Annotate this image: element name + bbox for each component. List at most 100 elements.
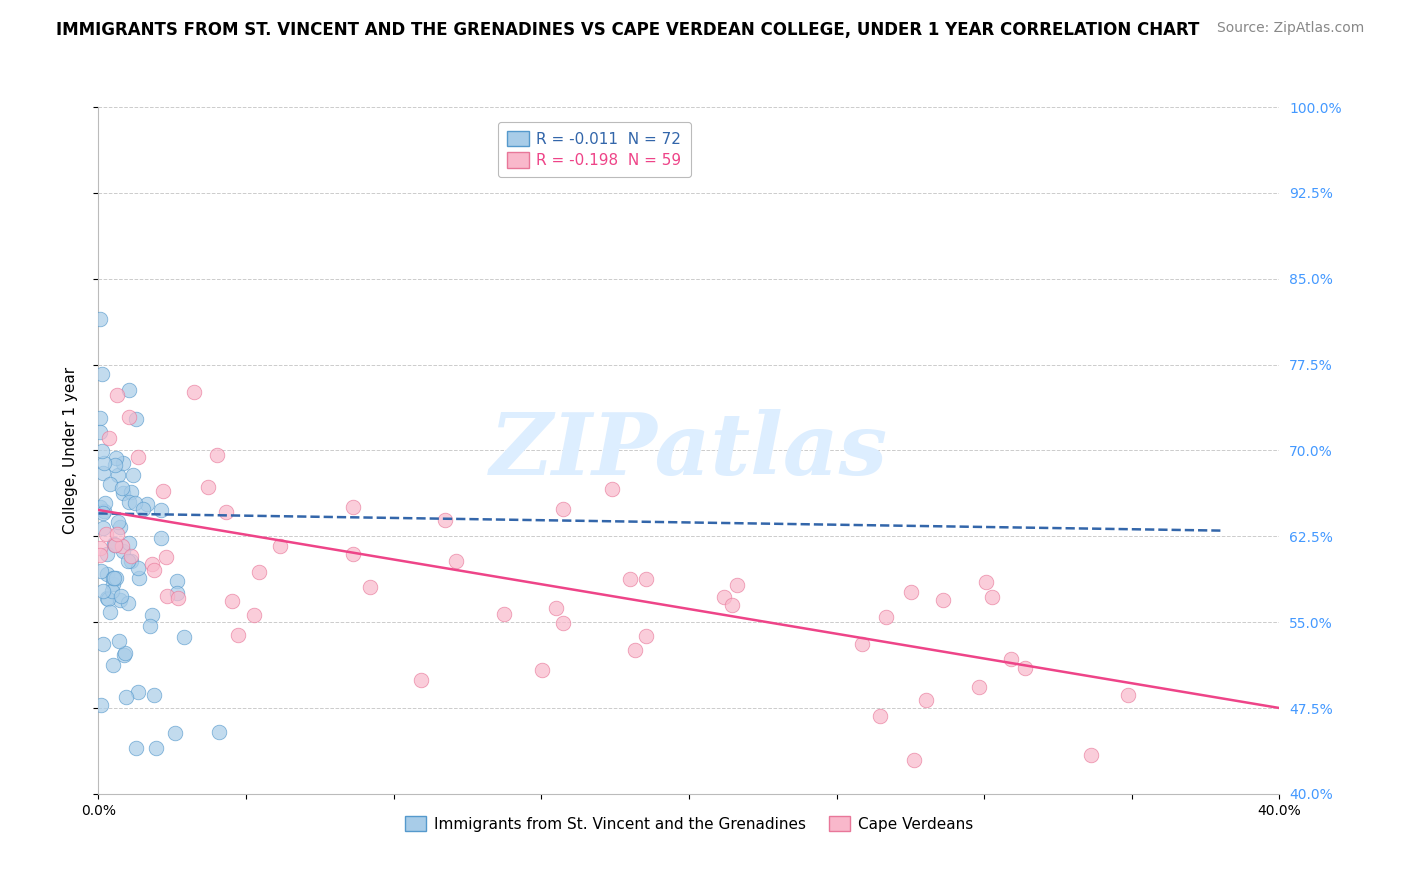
Point [974, 575, 997, 590]
Point [411, 673, 433, 687]
Point [546, 601, 568, 615]
Point [107, 468, 129, 483]
Y-axis label: College, Under 1 year: College, Under 1 year [63, 367, 77, 534]
Point [108, 593, 131, 607]
Point [90, 443, 112, 458]
Point [101, 571, 124, 585]
Point [107, 515, 129, 529]
Point [108, 520, 131, 534]
Point [903, 753, 925, 767]
Point [114, 646, 136, 660]
Point [91, 367, 114, 381]
Point [173, 631, 195, 645]
Point [150, 502, 173, 516]
Point [149, 532, 172, 546]
Point [143, 563, 166, 577]
Point [96, 547, 118, 561]
Point [434, 513, 457, 527]
Point [136, 497, 159, 511]
Point [269, 539, 291, 553]
Point [1080, 747, 1102, 762]
Point [103, 537, 125, 551]
Point [97, 592, 120, 607]
Point [914, 692, 936, 706]
Point [221, 594, 243, 608]
Point [141, 558, 163, 572]
Point [980, 590, 1002, 604]
Point [156, 589, 179, 603]
Point [127, 450, 149, 465]
Text: IMMIGRANTS FROM ST. VINCENT AND THE GRENADINES VS CAPE VERDEAN COLLEGE, UNDER 1 : IMMIGRANTS FROM ST. VINCENT AND THE GREN… [56, 21, 1199, 38]
Point [166, 586, 188, 600]
Point [125, 741, 148, 756]
Point [111, 456, 134, 470]
Point [619, 572, 641, 586]
Point [89, 500, 111, 514]
Point [89, 541, 111, 556]
Point [91, 507, 114, 521]
Point [105, 388, 128, 402]
Point [634, 573, 657, 587]
Point [1014, 660, 1036, 674]
Point [125, 412, 148, 426]
Point [725, 578, 748, 592]
Point [124, 496, 146, 510]
Point [110, 589, 132, 603]
Point [142, 688, 165, 702]
Point [226, 628, 249, 642]
Point [107, 634, 129, 648]
Point [183, 384, 205, 399]
Point [105, 571, 128, 585]
Point [139, 619, 162, 633]
Point [720, 599, 742, 613]
Point [91, 583, 114, 598]
Point [242, 608, 264, 623]
Point [359, 580, 381, 594]
Point [118, 535, 141, 549]
Point [127, 685, 149, 699]
Text: ZIPatlas: ZIPatlas [489, 409, 889, 492]
Point [103, 538, 125, 552]
Legend: Immigrants from St. Vincent and the Grenadines, Cape Verdeans: Immigrants from St. Vincent and the Gren… [399, 810, 979, 838]
Point [112, 648, 135, 663]
Point [900, 585, 922, 599]
Point [117, 596, 139, 610]
Point [118, 410, 141, 425]
Point [128, 570, 150, 584]
Point [551, 502, 574, 516]
Point [96, 567, 118, 582]
Point [101, 583, 124, 598]
Point [118, 383, 141, 397]
Point [90, 698, 112, 712]
Point [93, 456, 115, 470]
Point [104, 458, 127, 473]
Point [152, 484, 174, 499]
Point [89, 548, 111, 562]
Point [98, 431, 121, 445]
Point [166, 591, 188, 605]
Point [105, 450, 128, 465]
Point [247, 565, 270, 579]
Point [111, 481, 134, 495]
Point [492, 607, 515, 621]
Point [342, 500, 364, 514]
Point [98, 477, 121, 491]
Point [90, 564, 112, 578]
Point [112, 544, 135, 558]
Point [875, 610, 897, 624]
Point [197, 480, 219, 494]
Point [89, 311, 111, 326]
Point [851, 637, 873, 651]
Point [869, 708, 891, 723]
Point [215, 505, 238, 519]
Point [208, 725, 231, 739]
Point [446, 553, 468, 567]
Point [155, 549, 177, 564]
Point [713, 591, 735, 605]
Point [145, 740, 167, 755]
Point [91, 637, 114, 651]
Point [94, 495, 117, 509]
Point [122, 467, 145, 482]
Point [623, 643, 645, 657]
Point [551, 616, 574, 631]
